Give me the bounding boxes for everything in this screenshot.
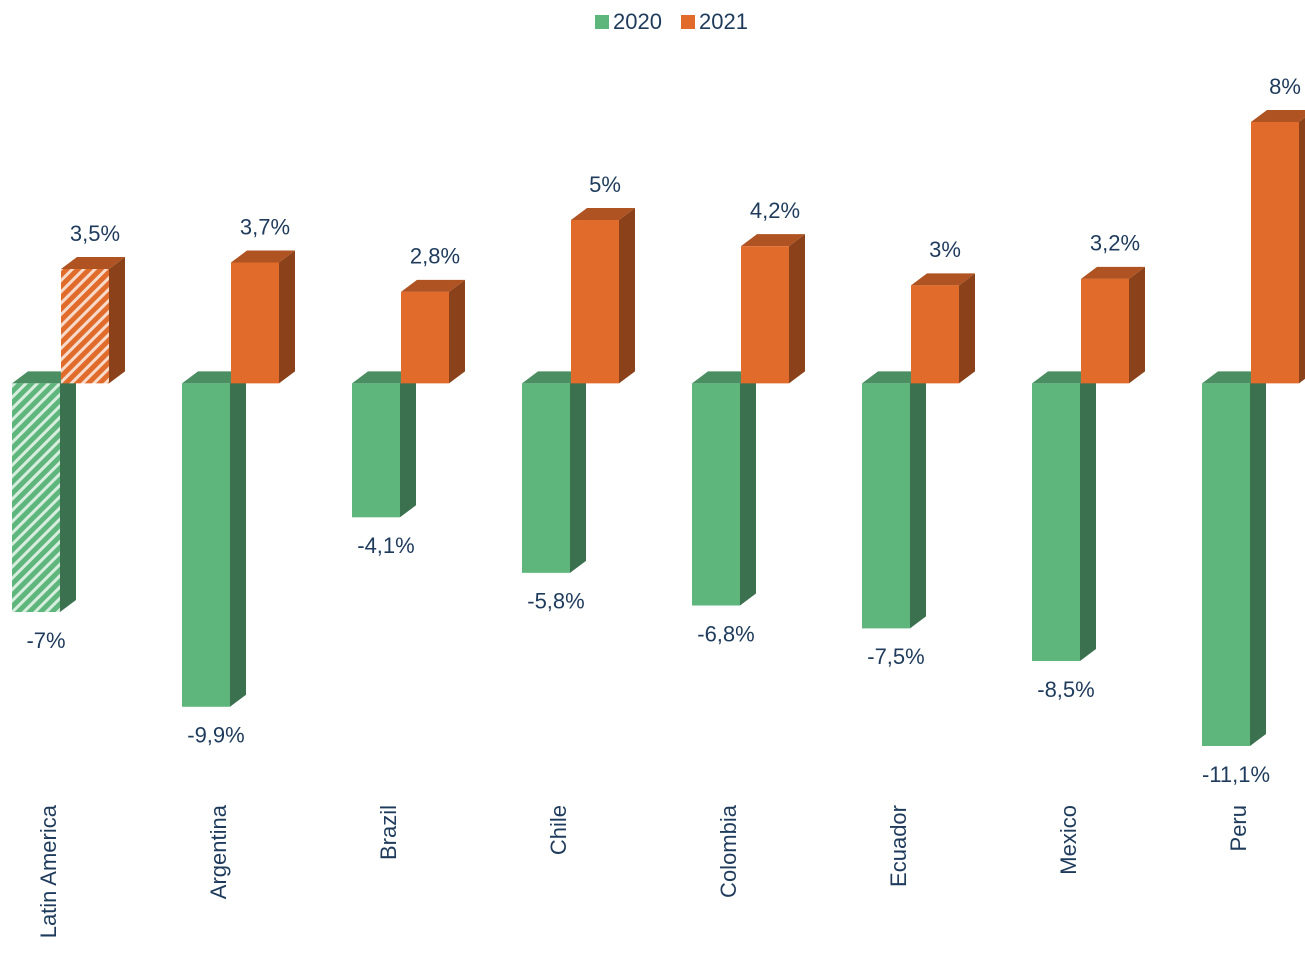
bar-top [1032, 371, 1096, 384]
bar-top [12, 371, 76, 384]
bar-side [1080, 371, 1096, 662]
bar [1251, 122, 1299, 384]
legend-label: 2020 [613, 9, 662, 34]
data-label: -9,9% [187, 723, 244, 748]
data-label: 8% [1269, 74, 1301, 99]
bar [12, 383, 60, 613]
bar [352, 383, 400, 518]
data-label: 3,5% [70, 221, 120, 246]
data-label: -5,8% [527, 589, 584, 614]
bar [571, 220, 619, 384]
bar [231, 262, 279, 384]
data-label: 4,2% [750, 198, 800, 223]
bar-side [740, 371, 756, 606]
bar-side [619, 208, 635, 384]
bar-top [1251, 110, 1305, 122]
x-tick-label: Chile [546, 805, 571, 855]
bar-top [862, 371, 926, 384]
x-tick-label: Peru [1226, 805, 1251, 851]
bar-top [1202, 371, 1266, 384]
bar [1032, 383, 1080, 662]
data-label: -8,5% [1037, 677, 1094, 702]
bar-side [570, 371, 586, 573]
bar-top [231, 250, 295, 263]
data-label: 5% [589, 172, 621, 197]
bar-side [279, 250, 295, 384]
bar-top [741, 234, 805, 247]
bar-top [692, 371, 756, 384]
bar [692, 383, 740, 606]
bar-top [352, 371, 416, 384]
x-tick-label: Mexico [1056, 805, 1081, 875]
data-label: -7,5% [867, 644, 924, 669]
x-tick-label: Colombia [716, 804, 741, 898]
x-tick-label: Brazil [376, 805, 401, 860]
bar-top [571, 208, 635, 221]
bar [401, 291, 449, 384]
bar [61, 269, 109, 384]
bar-side [789, 234, 805, 384]
data-label: 3,2% [1090, 231, 1140, 256]
bar-top [182, 371, 246, 384]
bar [522, 383, 570, 573]
bar-side [910, 371, 926, 629]
data-label: -11,1% [1202, 762, 1270, 787]
bar-side [959, 273, 975, 384]
bar [911, 285, 959, 384]
bar [1081, 278, 1129, 384]
legend-label: 2021 [699, 9, 748, 34]
bar-side [449, 279, 465, 384]
bar-side [1299, 117, 1305, 384]
data-label: -4,1% [357, 533, 414, 558]
bar [182, 383, 230, 707]
bar-side [60, 371, 76, 613]
bar-top [401, 279, 465, 292]
data-label: -6,8% [697, 621, 754, 646]
bar [1202, 383, 1250, 746]
bar-side [109, 257, 125, 384]
bar [862, 383, 910, 629]
legend-swatch [595, 15, 609, 29]
data-label: 3,7% [240, 214, 290, 239]
bar-top [522, 371, 586, 384]
legend-swatch [681, 15, 695, 29]
x-tick-label: Latin America [36, 804, 61, 938]
bar-side [400, 371, 416, 518]
bar-top [911, 273, 975, 286]
bar-side [230, 371, 246, 707]
bar-top [61, 257, 125, 270]
bar-side [1129, 266, 1145, 384]
x-tick-label: Ecuador [886, 805, 911, 887]
data-label: -7% [26, 628, 65, 653]
data-label: 2,8% [410, 244, 460, 269]
bar-side [1250, 371, 1266, 746]
bar-top [1081, 266, 1145, 279]
bar [741, 246, 789, 384]
data-label: 3% [929, 237, 961, 262]
x-tick-label: Argentina [206, 804, 231, 899]
